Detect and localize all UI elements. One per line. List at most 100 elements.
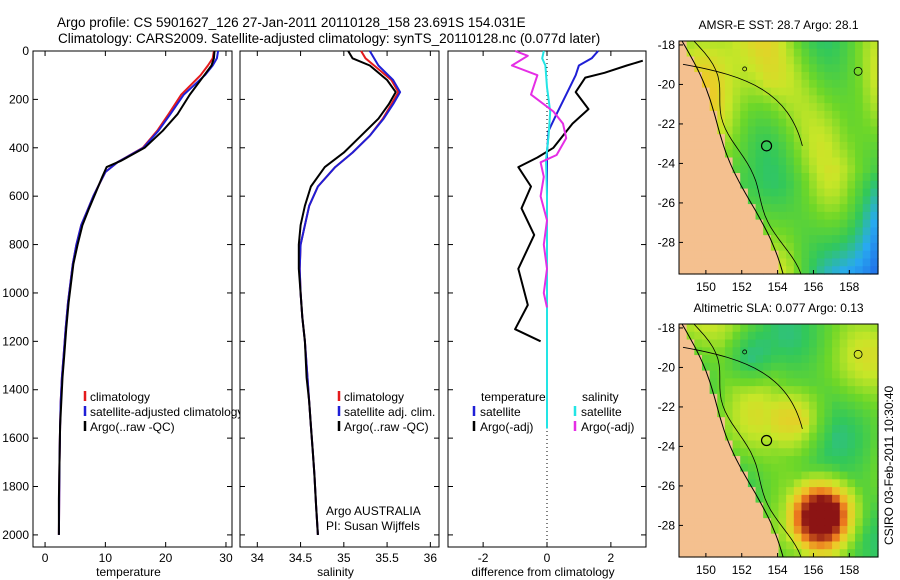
sla-map-cell — [816, 331, 826, 341]
sla-map-cell — [755, 355, 764, 364]
sla-map-cell — [679, 339, 688, 348]
sla-map-ytick-label: -20 — [658, 360, 676, 374]
sst-map-cell — [847, 266, 856, 275]
sst-map-cell — [724, 235, 734, 244]
sst-map-cell — [732, 165, 741, 174]
sla-map-cell — [717, 347, 726, 356]
depth-tick-label: 800 — [9, 238, 29, 252]
sst-map-cell — [679, 110, 688, 120]
sla-map-cell — [816, 440, 826, 449]
sla-map-cell — [855, 339, 864, 348]
sla-map-cell — [724, 417, 734, 426]
sla-map-cell — [701, 463, 711, 473]
sst-map-cell — [801, 266, 810, 275]
sla-map-cell — [847, 463, 856, 473]
sst-map-cell — [763, 87, 772, 96]
sla-map-cell — [694, 324, 703, 333]
sla-map-cell — [801, 456, 810, 465]
sst-map-cell — [862, 235, 871, 244]
sst-map-cell — [855, 188, 864, 197]
sst-map-cell — [839, 64, 848, 73]
sst-map-cell — [770, 266, 780, 275]
sst-map-cell — [832, 204, 841, 213]
sla-map-cell — [679, 440, 688, 449]
sla-map-cell — [855, 448, 864, 457]
sst-map-cell — [824, 48, 833, 58]
sst-map-cell — [824, 165, 833, 174]
sst-map-cell — [832, 118, 841, 128]
sst-map-cell — [870, 258, 879, 267]
sla-map-cell — [701, 401, 711, 411]
sla-map-cell — [724, 471, 734, 480]
sst-map-cell — [755, 149, 764, 159]
sst-map-cell — [770, 64, 780, 73]
sla-map-cell — [839, 510, 848, 519]
sst-map-cell — [793, 87, 803, 96]
sst-map-cell — [870, 41, 879, 50]
sst-map-cell — [694, 258, 703, 267]
difference-legend-temperature-title: temperature — [481, 390, 546, 404]
sla-map-cell — [839, 401, 848, 411]
sla-map-cell — [786, 525, 795, 535]
sst-map-cell — [694, 103, 703, 112]
sst-map-cell — [679, 258, 688, 267]
sst-map-cell — [732, 134, 741, 143]
sla-map-cell — [824, 424, 833, 434]
sst-map-cell — [686, 126, 695, 135]
sst-map-cell — [832, 180, 841, 190]
sst-map-cell — [747, 219, 757, 228]
sla-map-cell — [847, 424, 856, 434]
sst-map-cell — [755, 211, 764, 221]
sla-map-cell — [747, 471, 757, 480]
sla-map-cell — [809, 518, 818, 527]
sla-map-cell — [816, 393, 826, 403]
sst-map-cell — [816, 235, 826, 244]
sst-map-cell — [855, 56, 864, 65]
sst-map-cell — [832, 250, 841, 260]
sla-map-cell — [701, 432, 711, 442]
sla-map-cell — [809, 409, 818, 418]
sst-map-cell — [832, 173, 841, 182]
sst-map-cell — [717, 196, 726, 205]
sla-map-cell — [724, 541, 734, 550]
sla-map-cell — [770, 533, 780, 543]
sla-map-cell — [801, 541, 810, 550]
sst-map-cell — [778, 79, 787, 89]
sla-map-cell — [747, 448, 757, 457]
sst-map-cell — [855, 242, 864, 252]
sst-map-cell — [801, 48, 810, 58]
sla-map-cell — [686, 471, 695, 480]
sst-map-cell — [862, 196, 871, 205]
sla-map-cell — [870, 510, 879, 519]
sst-map-cell — [770, 79, 780, 89]
sla-map-cell — [847, 339, 856, 348]
sla-map-cell — [778, 510, 787, 519]
sla-map-cell — [709, 479, 718, 488]
sst-map-cell — [770, 204, 780, 213]
sst-map-cell — [824, 204, 833, 213]
sst-map-cell — [717, 110, 726, 120]
sla-map-cell — [755, 518, 764, 527]
sst-map-cell — [793, 250, 803, 260]
sst-map-cell — [709, 242, 718, 252]
sst-map-cell — [732, 250, 741, 260]
sla-map-cell — [816, 424, 826, 434]
sst-map-cell — [686, 196, 695, 205]
sla-map-cell — [824, 525, 833, 535]
sla-map-cell — [732, 339, 741, 348]
sst-map-cell — [717, 48, 726, 58]
sla-map-cell — [862, 401, 871, 411]
sla-map-cell — [855, 331, 864, 341]
sst-map-cell — [832, 149, 841, 159]
sla-map-cell — [870, 378, 879, 387]
sla-map-cell — [809, 401, 818, 411]
sst-map-cell — [862, 118, 871, 128]
sst-map-cell — [701, 149, 711, 159]
sla-map-cell — [809, 362, 818, 372]
sla-map-cell — [786, 518, 795, 527]
sst-map-cell — [717, 64, 726, 73]
sla-map-cell — [832, 549, 841, 558]
sst-map-cell — [824, 157, 833, 166]
sst-map-cell — [801, 258, 810, 267]
sst-map-cell — [747, 56, 757, 65]
